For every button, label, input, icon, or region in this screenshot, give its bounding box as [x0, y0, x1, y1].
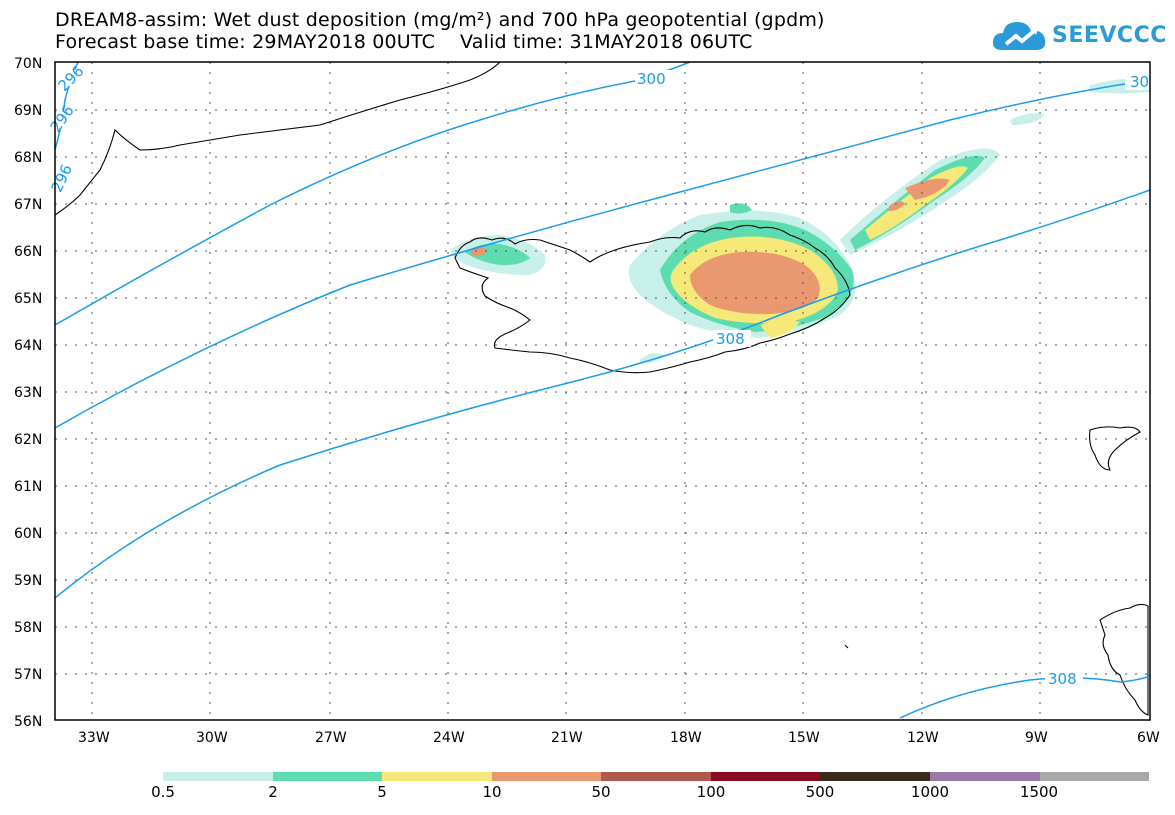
contour-labels: 296 296 296 300 30 308 308 [47, 62, 1150, 688]
lon-label: 30W [196, 730, 228, 746]
contour-304 [54, 79, 1151, 429]
legend-label: 0.5 [151, 783, 175, 801]
lon-label: 6W [1137, 730, 1160, 746]
logo-text: SEEVCCC [1052, 23, 1167, 48]
legend-swatch [710, 772, 821, 781]
contour-label: 296 [54, 62, 87, 95]
legend-label: 100 [696, 783, 726, 801]
legend-label: 2 [268, 783, 278, 801]
seevccc-logo: SEEVCCC [990, 14, 1166, 58]
lat-label: 60N [14, 526, 42, 542]
chart-title: DREAM8-assim: Wet dust deposition (mg/m²… [55, 9, 825, 31]
legend-label: 1500 [1019, 783, 1059, 801]
lon-label: 18W [670, 730, 702, 746]
contour-label: 30 [1130, 73, 1149, 91]
lon-label: 24W [433, 730, 465, 746]
contour-label: 300 [637, 70, 666, 88]
legend-swatch [382, 772, 492, 781]
lat-label: 70N [14, 56, 42, 72]
lon-label: 9W [1025, 730, 1048, 746]
scotland-coast [1099, 603, 1149, 716]
legend-label: 500 [805, 783, 835, 801]
cloud-logo-icon [992, 22, 1046, 50]
lat-label: 68N [14, 150, 42, 166]
lat-label: 61N [14, 479, 42, 495]
faroe-coast [1089, 426, 1141, 471]
legend-swatch [163, 772, 273, 781]
lat-label: 63N [14, 385, 42, 401]
lon-label: 27W [315, 730, 347, 746]
iceland-coast [454, 224, 851, 374]
greenland-coast [54, 61, 501, 216]
lat-label: 69N [14, 103, 42, 119]
contour-label: 296 [47, 102, 78, 136]
contour-308 [54, 189, 1151, 599]
lat-label: 67N [14, 197, 42, 213]
legend-swatch [272, 772, 383, 781]
map-frame [54, 61, 1151, 721]
legend-label: 10 [482, 783, 502, 801]
legend-label: 1000 [910, 783, 950, 801]
lat-label: 66N [14, 244, 42, 260]
lat-label: 65N [14, 291, 42, 307]
lat-label: 62N [14, 432, 42, 448]
lat-label: 64N [14, 338, 42, 354]
lon-label: 21W [551, 730, 583, 746]
lon-label: 12W [907, 730, 939, 746]
lon-label: 33W [78, 730, 110, 746]
coastlines [54, 61, 1149, 716]
lat-label: 57N [14, 667, 42, 683]
lon-label: 15W [788, 730, 820, 746]
legend-label: 50 [591, 783, 611, 801]
legend-swatch [820, 772, 930, 781]
color-scale-legend [163, 772, 1150, 781]
legend-swatch [929, 772, 1040, 781]
lat-label: 58N [14, 620, 42, 636]
lat-label: 56N [14, 714, 42, 730]
contour-300 [54, 61, 691, 326]
contour-label: 308 [1048, 670, 1077, 688]
chart-subtitle: Forecast base time: 29MAY2018 00UTC Vali… [55, 31, 753, 53]
legend-swatch [1039, 772, 1150, 781]
dust-deposition-field [450, 78, 1150, 363]
legend-label: 5 [377, 783, 387, 801]
contour-label: 308 [716, 330, 745, 348]
lat-label: 59N [14, 573, 42, 589]
longitude-axis: 33W 30W 27W 24W 21W 18W 15W 12W 9W 6W [78, 730, 1160, 746]
contour-308-south [899, 675, 1151, 719]
legend-swatch [601, 772, 711, 781]
legend-swatch [491, 772, 602, 781]
latitude-axis: 70N 69N 68N 67N 66N 65N 64N 63N 62N 61N … [14, 56, 42, 730]
